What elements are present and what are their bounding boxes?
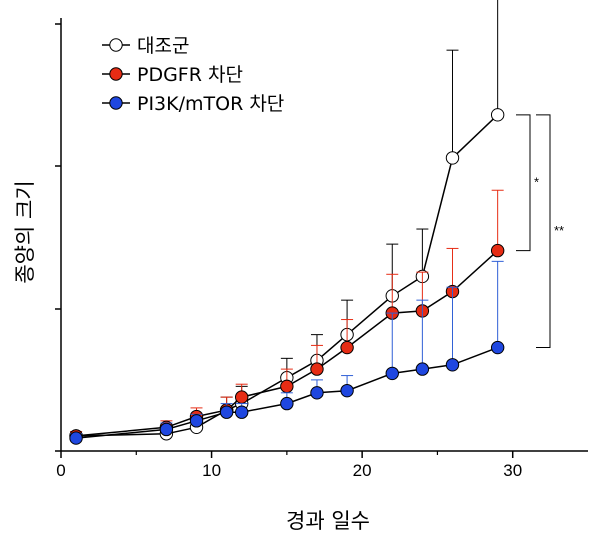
data-point-1-5 — [280, 379, 294, 394]
x-tick-label-10: 10 — [202, 461, 221, 480]
significance-bracket-1 — [536, 114, 551, 349]
data-point-1-7 — [340, 340, 354, 355]
data-point-1-4 — [234, 390, 249, 404]
legend-item-2: PI3K/mTOR 차단 — [102, 93, 284, 115]
significance-annotations: *** — [516, 114, 564, 349]
legend-label-2: PI3K/mTOR 차단 — [137, 93, 284, 115]
data-point-2-0 — [69, 431, 83, 445]
data-point-2-9 — [415, 362, 430, 376]
legend-item-1: PDGFR 차단 — [102, 64, 243, 86]
axes: 0 10 20 30 — [55, 18, 588, 480]
data-point-2-8 — [385, 366, 399, 381]
significance-bracket-0 — [516, 114, 531, 252]
x-tick-label-20: 20 — [353, 461, 372, 480]
significance-label-1: ** — [554, 223, 564, 238]
series-layer — [69, 0, 505, 445]
x-axis-title: 경과 일수 — [286, 509, 370, 533]
data-point-1-6 — [310, 362, 324, 376]
x-tick-label-0: 0 — [56, 461, 65, 480]
legend-item-0: 대조군 — [102, 35, 189, 57]
series-2 — [69, 260, 505, 445]
data-point-2-1 — [159, 422, 174, 437]
legend-label-1: PDGFR 차단 — [137, 64, 243, 86]
legend-label-0: 대조군 — [137, 35, 189, 57]
data-point-2-5 — [280, 396, 294, 411]
legend-marker-1 — [109, 67, 123, 81]
data-point-2-11 — [490, 340, 505, 355]
data-point-2-7 — [340, 383, 354, 398]
data-point-2-10 — [445, 358, 460, 372]
data-point-2-2 — [189, 414, 204, 428]
data-point-2-3 — [219, 405, 234, 419]
data-point-2-4 — [234, 405, 249, 419]
data-point-2-6 — [310, 386, 324, 400]
data-point-0-11 — [490, 108, 505, 122]
legend-marker-0 — [109, 38, 123, 52]
legend-marker-2 — [109, 96, 123, 110]
legend: 대조군 PDGFR 차단 PI3K/mTOR 차단 — [102, 35, 284, 115]
x-tick-label-30: 30 — [503, 461, 522, 480]
data-point-0-10 — [445, 151, 460, 165]
y-axis-title: 종양의 크기 — [13, 180, 37, 283]
data-point-1-11 — [490, 243, 505, 258]
significance-label-0: * — [534, 175, 539, 190]
